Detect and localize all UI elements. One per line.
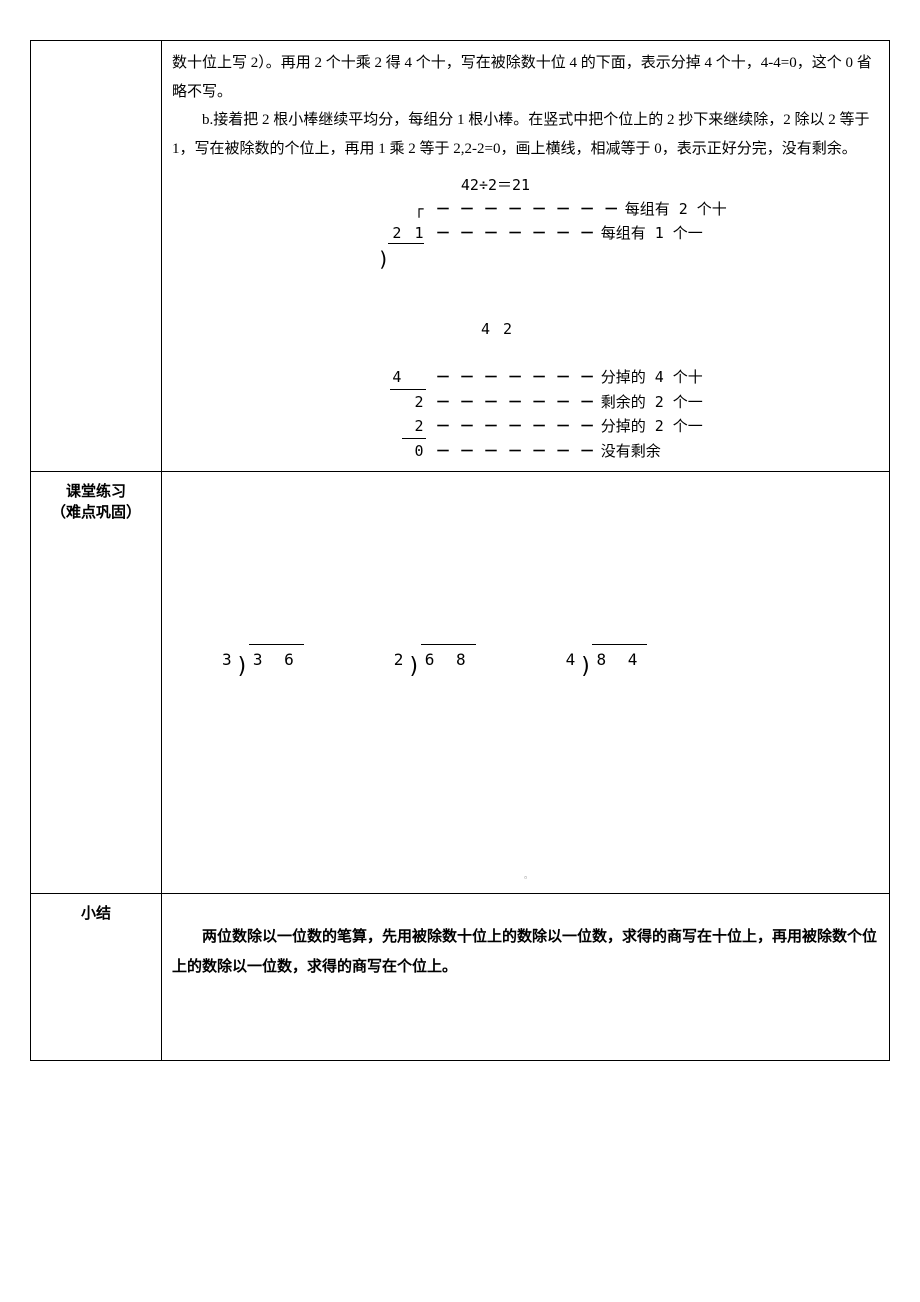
summary-text: 两位数除以一位数的笔算，先用被除数十位上的数除以一位数，求得的商写在十位上，再用… <box>172 902 879 982</box>
row3-label-cell: 小结 <box>31 894 162 1061</box>
row2-label-cell: 课堂练习 （难点巩固） <box>31 472 162 894</box>
dash-icon: － － － － － － － <box>436 439 595 463</box>
practice-row: 3 ) 3 6 2 ) 6 8 4 ) 8 4 <box>172 644 647 676</box>
division-note: 分掉的 2 个一 <box>601 414 703 438</box>
dash-icon: － － － － － － － <box>436 414 595 438</box>
division-num: 2 <box>316 390 426 414</box>
division-note: 每组有 2 个十 <box>625 197 727 221</box>
division-num: 2 1 <box>316 221 426 245</box>
divisor: 3 <box>222 645 236 676</box>
label-practice-line1: 课堂练习 <box>41 480 151 501</box>
long-division-diagram: 42÷2＝21 ┌ － － － － － － － － 每组有 2 个十 2 1 －… <box>316 173 736 463</box>
page: 数十位上写 2）。再用 2 个十乘 2 得 4 个十，写在被除数十位 4 的下面… <box>0 0 920 1101</box>
bracket-icon: ) <box>378 243 392 275</box>
division-num: 2 <box>316 414 426 438</box>
division-line: 4 － － － － － － － 分掉的 4 个十 <box>316 365 736 389</box>
bracket-icon: ) <box>579 658 592 676</box>
division-note: 剩余的 2 个一 <box>601 390 703 414</box>
paragraph-2: b.接着把 2 根小棒继续平均分，每组分 1 根小棒。在竖式中把个位上的 2 抄… <box>172 106 879 163</box>
division-equation: 42÷2＝21 <box>256 173 736 197</box>
dot-icon: ▫ <box>172 870 879 885</box>
division-problem: 3 ) 3 6 <box>222 644 304 676</box>
division-line: 0 － － － － － － － 没有剩余 <box>316 439 736 463</box>
dividend: 3 6 <box>249 644 304 676</box>
row3-content-cell: 两位数除以一位数的笔算，先用被除数十位上的数除以一位数，求得的商写在十位上，再用… <box>162 894 890 1061</box>
dividend: 8 4 <box>592 644 647 676</box>
row1-label-cell <box>31 41 162 472</box>
dash-icon: － － － － － － － <box>436 221 595 245</box>
table-row: 课堂练习 （难点巩固） 3 ) 3 6 2 ) 6 8 <box>31 472 890 894</box>
division-problem: 2 ) 6 8 <box>394 644 476 676</box>
divisor: 2 <box>394 645 408 676</box>
division-num: 4 <box>316 365 426 389</box>
row2-content-cell: 3 ) 3 6 2 ) 6 8 4 ) 8 4 <box>162 472 890 894</box>
division-num: ┌ <box>316 197 426 221</box>
bracket-icon: ) <box>236 658 249 676</box>
division-num: ) 4 2 <box>316 245 426 365</box>
division-line: 2 － － － － － － － 分掉的 2 个一 <box>316 414 736 438</box>
paragraph-1: 数十位上写 2）。再用 2 个十乘 2 得 4 个十，写在被除数十位 4 的下面… <box>172 49 879 106</box>
division-note: 每组有 1 个一 <box>601 221 703 245</box>
division-note: 分掉的 4 个十 <box>601 365 703 389</box>
label-practice-line2: （难点巩固） <box>41 501 151 522</box>
division-line: 2 － － － － － － － 剩余的 2 个一 <box>316 390 736 414</box>
division-line: ┌ － － － － － － － － 每组有 2 个十 <box>316 197 736 221</box>
dash-icon: － － － － － － － <box>436 390 595 414</box>
vinculum <box>388 243 424 244</box>
division-line: ) 4 2 <box>316 245 736 365</box>
table-row: 数十位上写 2）。再用 2 个十乘 2 得 4 个十，写在被除数十位 4 的下面… <box>31 41 890 472</box>
dash-icon: － － － － － － － <box>436 365 595 389</box>
divisor: 4 <box>566 645 580 676</box>
dash-icon: － － － － － － － － <box>436 197 619 221</box>
practice-wrap: 3 ) 3 6 2 ) 6 8 4 ) 8 4 <box>172 480 879 840</box>
lesson-table: 数十位上写 2）。再用 2 个十乘 2 得 4 个十，写在被除数十位 4 的下面… <box>30 40 890 1061</box>
row1-content-cell: 数十位上写 2）。再用 2 个十乘 2 得 4 个十，写在被除数十位 4 的下面… <box>162 41 890 472</box>
bracket-icon: ) <box>407 658 420 676</box>
division-note: 没有剩余 <box>601 439 661 463</box>
division-line: 2 1 － － － － － － － 每组有 1 个一 <box>316 221 736 245</box>
table-row: 小结 两位数除以一位数的笔算，先用被除数十位上的数除以一位数，求得的商写在十位上… <box>31 894 890 1061</box>
dividend: 6 8 <box>421 644 476 676</box>
division-problem: 4 ) 8 4 <box>566 644 648 676</box>
label-summary: 小结 <box>41 902 151 923</box>
division-num: 0 <box>316 439 426 463</box>
